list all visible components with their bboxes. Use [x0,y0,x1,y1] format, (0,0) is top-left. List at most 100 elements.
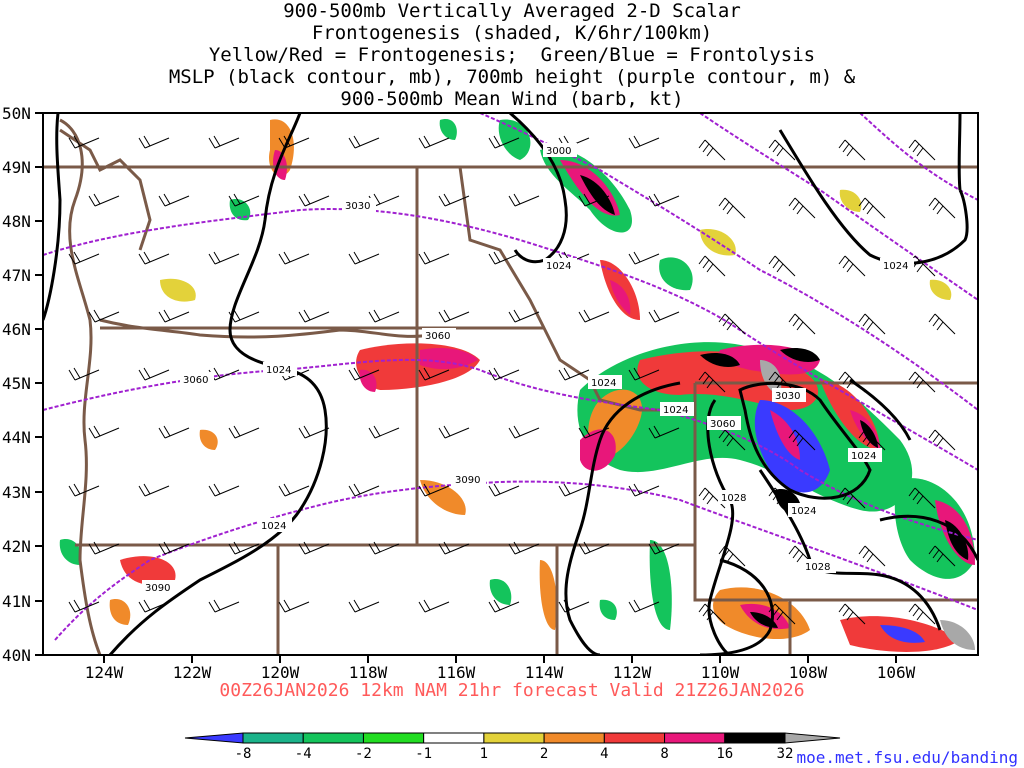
wind-barb [788,313,816,335]
wind-barb [718,545,746,567]
wind-barb [138,367,170,381]
wind-barb [508,193,540,207]
wind-barb [928,545,956,567]
wind-barb [928,313,956,335]
lon-label: 114W [525,663,564,682]
wind-barb [418,599,450,613]
wind-barb [348,483,380,497]
colorbar-swatch [362,732,425,744]
wind-barb [348,599,380,613]
colorbar-tick-label: -8 [235,746,252,762]
wind-barb [558,599,590,613]
colorbar-swatch [603,732,666,744]
wind-barb [718,197,746,219]
wind-barb [418,367,450,381]
wind-barb [138,483,170,497]
credit-link[interactable]: moe.met.fsu.edu/banding [796,748,1018,767]
colorbar-tick-label: 2 [540,746,548,762]
wind-barb [858,545,886,567]
wind-barb [208,135,240,149]
wind-barb [88,425,120,439]
wind-barb [628,135,660,149]
colorbar-tick-label: 1 [480,746,488,762]
wind-barb [508,309,540,323]
wind-barb [648,193,680,207]
title-line-3: Yellow/Red = Frontogenesis; Green/Blue =… [208,44,816,66]
mslp-label: 1024 [663,405,688,416]
height-label: 3030 [775,391,800,402]
wind-barb [68,483,100,497]
wind-barb [628,483,660,497]
wind-barb [908,603,936,625]
mslp-label: 1024 [546,261,571,272]
height-label: 3000 [546,146,571,157]
mslp-label: 1028 [721,493,746,504]
lon-label: 106W [877,663,916,682]
mslp-label: 1024 [851,451,876,462]
wind-barb [578,193,610,207]
wind-barb [208,251,240,265]
lat-label: 50N [2,104,31,123]
wind-barb [628,367,660,381]
wind-barb [158,193,190,207]
wind-barb [698,487,726,509]
wind-barb [298,541,330,555]
colorbar-swatch [724,732,786,744]
wind-barb [228,425,260,439]
lat-label: 41N [2,592,31,611]
wind-barb [648,425,680,439]
wind-barb [578,309,610,323]
lat-label: 43N [2,483,31,502]
wind-barb [768,487,796,509]
wind-barb [488,251,520,265]
wind-barb [908,487,936,509]
wind-barb [488,135,520,149]
wind-barb [228,193,260,207]
colorbar-min-arrow [184,732,244,744]
wind-barb [788,429,816,451]
wind-barb [298,425,330,439]
wind-barb [418,251,450,265]
wind-barb [348,135,380,149]
wind-barb [88,541,120,555]
wind-barb [298,309,330,323]
lat-label: 48N [2,212,31,231]
wind-barb [488,599,520,613]
wind-barb [418,483,450,497]
wind-barb [908,139,936,161]
wind-barb [158,541,190,555]
wind-barb [648,309,680,323]
wind-barb [368,425,400,439]
wind-barb [368,309,400,323]
wind-barb [628,251,660,265]
colorbar-swatch [543,732,605,744]
wind-barb [698,603,726,625]
wind-barb [578,425,610,439]
contour-labels: 3000 3030 3060 3060 3090 3090 3030 3060 … [145,146,909,594]
wind-barb [298,193,330,207]
wind-barb [138,251,170,265]
wind-barb [438,541,470,555]
wind-barb [698,139,726,161]
lon-label: 110W [701,663,740,682]
height-label: 3090 [145,583,170,594]
forecast-valid-line: 00Z26JAN2026 12km NAM 21hr forecast Vali… [219,680,805,701]
wind-barb [788,197,816,219]
wind-barb [928,429,956,451]
lat-label: 46N [2,320,31,339]
lon-label: 120W [261,663,300,682]
wind-barb [68,367,100,381]
wind-barb [768,255,796,277]
wind-barb [838,603,866,625]
wind-barb [768,371,796,393]
colorbar-tick-label: 8 [660,746,668,762]
wind-barb [138,599,170,613]
wind-barb [208,599,240,613]
colorbar-tick-label: 16 [716,746,733,762]
mslp-label: 1024 [883,261,908,272]
lat-label: 45N [2,374,31,393]
wind-barb [228,541,260,555]
lat-label: 47N [2,266,31,285]
wind-barb [278,483,310,497]
